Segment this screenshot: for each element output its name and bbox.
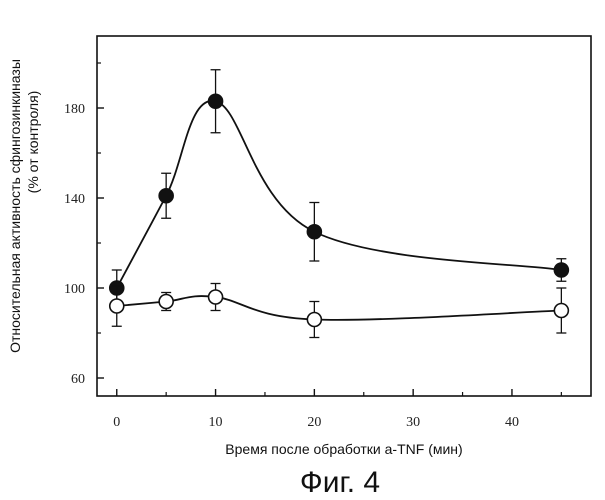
x-tick-label: 20	[307, 415, 321, 430]
figure-caption: Фиг. 4	[300, 466, 380, 499]
y-axis-title: Относительная активность сфингозинкиназы	[7, 59, 23, 353]
open-data-point	[209, 290, 223, 304]
y-tick-label: 180	[64, 102, 85, 117]
x-axis-title: Время после обработки a-TNF (мин)	[225, 441, 462, 457]
open-data-point	[159, 295, 173, 309]
x-tick-label: 30	[406, 415, 420, 430]
y-tick-label: 140	[64, 192, 85, 207]
filled-data-point	[554, 263, 568, 277]
y-tick-label: 60	[71, 372, 85, 387]
y-tick-label: 100	[64, 282, 85, 297]
series-2	[110, 284, 569, 338]
open-data-point	[307, 313, 321, 327]
open-data-point	[110, 299, 124, 313]
x-tick-label: 10	[209, 415, 223, 430]
series-1	[110, 70, 569, 306]
filled-data-point	[159, 189, 173, 203]
plot-frame	[97, 36, 591, 396]
x-tick-label: 40	[505, 415, 519, 430]
series-line	[117, 296, 562, 320]
data-series	[110, 70, 569, 338]
plot-border	[97, 36, 591, 396]
filled-data-point	[307, 225, 321, 239]
series-line	[117, 101, 562, 288]
x-tick-label: 0	[113, 415, 120, 430]
y-axis-subtitle: (% от контроля)	[25, 91, 41, 194]
open-data-point	[554, 304, 568, 318]
filled-data-point	[209, 94, 223, 108]
